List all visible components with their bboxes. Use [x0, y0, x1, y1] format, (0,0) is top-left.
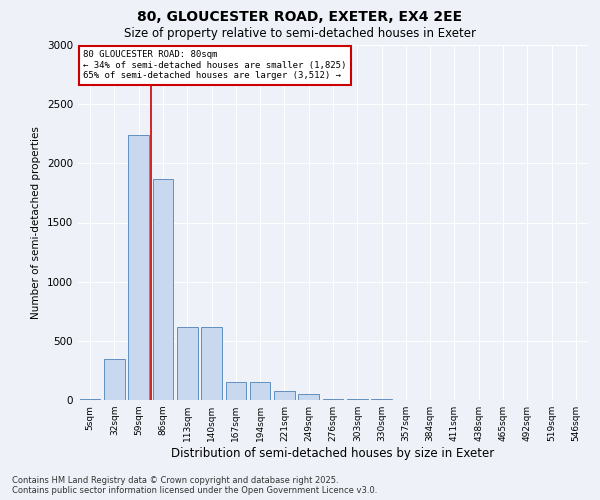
- Bar: [152, 178, 173, 400]
- Text: Size of property relative to semi-detached houses in Exeter: Size of property relative to semi-detach…: [124, 28, 476, 40]
- Bar: [298, 394, 319, 400]
- Bar: [201, 326, 222, 400]
- Bar: [128, 135, 149, 400]
- Bar: [274, 390, 295, 400]
- Bar: [177, 326, 197, 400]
- Y-axis label: Number of semi-detached properties: Number of semi-detached properties: [31, 126, 41, 319]
- Text: Contains HM Land Registry data © Crown copyright and database right 2025.
Contai: Contains HM Land Registry data © Crown c…: [12, 476, 377, 495]
- Bar: [226, 382, 246, 400]
- Bar: [250, 382, 271, 400]
- Text: 80, GLOUCESTER ROAD, EXETER, EX4 2EE: 80, GLOUCESTER ROAD, EXETER, EX4 2EE: [137, 10, 463, 24]
- Bar: [104, 358, 125, 400]
- Text: 80 GLOUCESTER ROAD: 80sqm
← 34% of semi-detached houses are smaller (1,825)
65% : 80 GLOUCESTER ROAD: 80sqm ← 34% of semi-…: [83, 50, 346, 80]
- X-axis label: Distribution of semi-detached houses by size in Exeter: Distribution of semi-detached houses by …: [172, 447, 494, 460]
